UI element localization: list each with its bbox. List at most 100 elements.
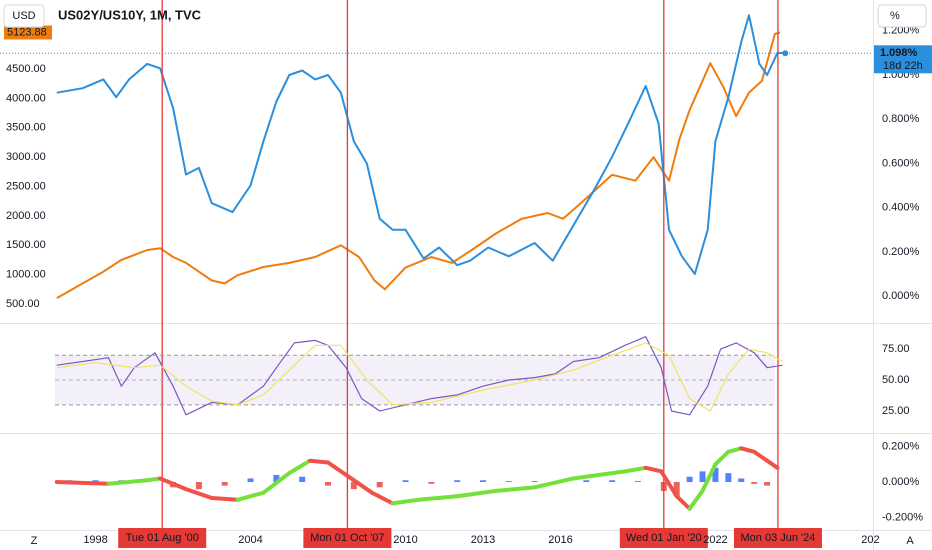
- y-tick-label: 50.00: [882, 374, 910, 386]
- y-tick-label: 0.000%: [882, 476, 920, 488]
- histogram-bar: [751, 482, 758, 484]
- histogram-bar: [350, 482, 357, 490]
- histogram-bar: [738, 478, 745, 483]
- y2-tick-label: 0.000%: [882, 290, 920, 302]
- histogram-bar: [92, 480, 99, 483]
- macd-segment: [739, 446, 757, 454]
- date-marker-label: Tue 01 Aug '00: [126, 532, 199, 544]
- date-marker-tag: [303, 528, 392, 548]
- macd-segment: [700, 462, 718, 493]
- histogram-bar: [699, 471, 706, 483]
- macd-segment: [390, 497, 421, 506]
- histogram-bar: [402, 480, 409, 483]
- countdown-label: 18d 22h: [883, 60, 923, 72]
- histogram-bar: [299, 476, 306, 483]
- macd-segment: [571, 472, 602, 481]
- macd-segment: [287, 458, 312, 476]
- chart-title: US02Y/US10Y, 1M, TVC: [58, 7, 202, 22]
- y2-tick-label: 0.200%: [882, 246, 920, 258]
- macd-segment: [183, 487, 214, 501]
- macd-segment: [416, 494, 460, 502]
- zoom-icon[interactable]: Z: [31, 535, 38, 547]
- y-tick-label: 500.00: [6, 298, 40, 310]
- histogram-bar: [764, 482, 771, 486]
- histogram-bar: [376, 482, 383, 488]
- macd-segment: [765, 458, 780, 470]
- x-tick-label: 2010: [393, 534, 417, 546]
- macd-segment: [307, 458, 331, 465]
- macd-segment: [726, 446, 744, 454]
- histogram-bar: [660, 482, 667, 491]
- histogram-bar: [221, 482, 228, 486]
- macd-segment: [54, 480, 111, 486]
- histogram-bar: [505, 481, 512, 483]
- x-tick-label: 2016: [548, 534, 572, 546]
- series-line: [56, 342, 783, 412]
- macd-segment: [623, 465, 648, 474]
- histogram-bar: [725, 473, 732, 483]
- histogram-bar: [273, 474, 280, 483]
- auto-icon[interactable]: A: [906, 535, 914, 547]
- macd-segment: [158, 476, 188, 492]
- y-tick-label: 1000.00: [6, 269, 46, 281]
- last-point: [782, 50, 789, 57]
- series-line: [56, 336, 783, 416]
- y-tick-label: 0.200%: [882, 440, 920, 452]
- histogram-bar: [247, 478, 254, 483]
- histogram-bar: [195, 482, 202, 490]
- y-tick-label: -0.200%: [882, 511, 923, 523]
- date-marker-label: Mon 01 Oct '07: [310, 532, 384, 544]
- y-tick-label: 4500.00: [6, 63, 46, 75]
- macd-segment: [752, 449, 770, 463]
- last-value-tag: [4, 25, 52, 40]
- y-tick-label: 1500.00: [6, 239, 46, 251]
- histogram-bar: [712, 467, 719, 483]
- x-tick-label: 1998: [83, 534, 107, 546]
- last-value-label: 5123.88: [7, 26, 47, 38]
- histogram-bar: [479, 480, 486, 483]
- histogram-bar: [609, 480, 616, 483]
- macd-segment: [493, 485, 537, 493]
- unit: %: [890, 10, 900, 22]
- series-line: [56, 14, 786, 275]
- macd-segment: [713, 449, 731, 467]
- macd-segment: [369, 490, 395, 506]
- x-tick-label: 2022: [703, 534, 727, 546]
- macd-segment: [209, 496, 240, 502]
- histogram-bar: [686, 476, 693, 483]
- x-tick-label: 2004: [238, 534, 262, 546]
- histogram-bar: [531, 481, 538, 483]
- date-marker-label: Mon 03 Jun '24: [741, 532, 816, 544]
- last-value-label: 1.098%: [880, 47, 918, 59]
- macd-segment: [261, 471, 292, 495]
- macd-segment: [687, 488, 705, 511]
- x-tick-label: 202: [861, 534, 879, 546]
- macd-segment: [455, 488, 498, 499]
- date-marker-tag: [619, 528, 708, 548]
- x-tick-label: 2013: [471, 534, 495, 546]
- y-tick-label: 25.00: [882, 405, 910, 417]
- macd-segment: [346, 474, 374, 495]
- macd-segment: [235, 490, 266, 502]
- macd-segment: [106, 478, 150, 486]
- histogram-bar: [673, 482, 680, 497]
- currency-button[interactable]: [3, 4, 45, 28]
- unit-button[interactable]: [877, 4, 927, 28]
- date-marker-tag: [118, 528, 207, 548]
- last-value-tag: [874, 45, 932, 74]
- y-tick-label: 2000.00: [6, 210, 46, 222]
- histogram-bar: [325, 482, 332, 486]
- macd-segment: [674, 494, 692, 511]
- y2-tick-label: 0.600%: [882, 157, 920, 169]
- y2-tick-label: 0.800%: [882, 113, 920, 125]
- series-line: [56, 31, 781, 299]
- macd-segment: [659, 469, 679, 499]
- y-tick-label: 4000.00: [6, 92, 46, 104]
- date-marker-label: Wed 01 Jan '20: [626, 532, 702, 544]
- macd-segment: [597, 469, 628, 477]
- y-tick-label: 75.00: [882, 343, 910, 355]
